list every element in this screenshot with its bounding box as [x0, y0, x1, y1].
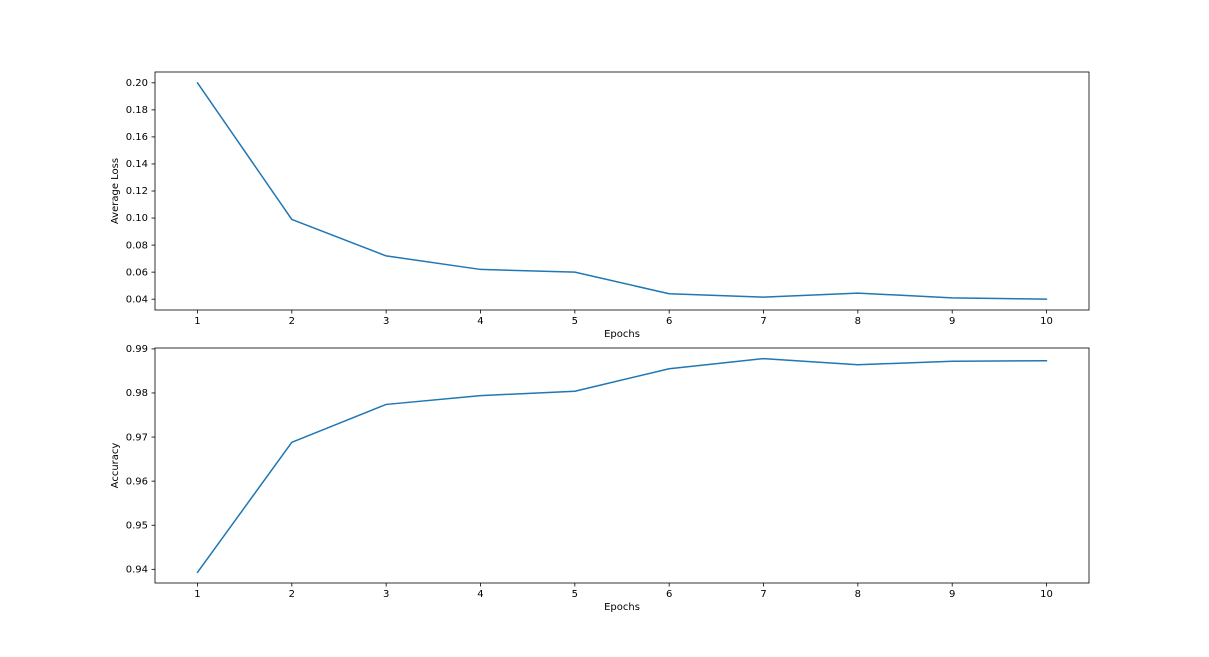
accuracy-x-tick-label: 4 [477, 589, 483, 600]
loss-ylabel: Average Loss [110, 158, 121, 224]
accuracy-x-tick-label: 8 [855, 589, 861, 600]
loss-x-tick-label: 4 [477, 316, 483, 327]
loss-x-tick-label: 5 [572, 316, 578, 327]
accuracy-chart: 1 2 3 4 5 6 7 8 9 10 0.94 0.95 0.96 0.97 0.98 0.99 Epoch… [110, 344, 1090, 613]
accuracy-y-tick-label: 0.94 [126, 565, 148, 576]
accuracy-xlabel: Epochs [604, 602, 640, 613]
accuracy-x-tick-label: 5 [572, 589, 578, 600]
accuracy-x-tick-label: 9 [949, 589, 955, 600]
loss-x-tick-label: 2 [289, 316, 295, 327]
loss-y-tick-label: 0.18 [126, 105, 148, 116]
loss-x-tick-label: 3 [383, 316, 389, 327]
average-loss-line [196, 82, 1048, 300]
loss-y-tick-label: 0.12 [126, 186, 148, 197]
accuracy-x-tick-label: 10 [1040, 589, 1053, 600]
accuracy-ylabel: Accuracy [110, 443, 121, 489]
loss-y-tick-label: 0.04 [126, 294, 148, 305]
loss-xlabel: Epochs [604, 329, 640, 340]
loss-x-tick-label: 10 [1040, 316, 1053, 327]
accuracy-line [196, 357, 1048, 574]
loss-y-tick-label: 0.14 [126, 159, 148, 170]
loss-x-tick-label: 6 [666, 316, 672, 327]
accuracy-x-tick-label: 2 [289, 589, 295, 600]
accuracy-x-tick-label: 7 [760, 589, 766, 600]
loss-plot-border [154, 71, 1090, 311]
loss-y-tick-label: 0.06 [126, 267, 148, 278]
accuracy-y-tick-label: 0.99 [126, 344, 148, 355]
loss-x-tick-label: 7 [760, 316, 766, 327]
accuracy-x-tick-label: 3 [383, 589, 389, 600]
loss-y-tick-label: 0.20 [126, 78, 148, 89]
loss-x-tick-label: 1 [194, 316, 200, 327]
accuracy-x-tick-label: 6 [666, 589, 672, 600]
loss-x-tick-label: 8 [855, 316, 861, 327]
loss-y-tick-label: 0.08 [126, 240, 148, 251]
accuracy-x-tick-label: 1 [194, 589, 200, 600]
loss-chart: 1 2 3 4 5 6 7 8 9 10 0.04 0.06 0.08 0.10 0.12 0.14 0.16 0… [110, 71, 1090, 340]
accuracy-plot-border [154, 347, 1090, 584]
accuracy-y-tick-label: 0.98 [126, 388, 148, 399]
loss-y-tick-label: 0.10 [126, 213, 148, 224]
accuracy-y-tick-label: 0.96 [126, 476, 148, 487]
accuracy-y-tick-label: 0.97 [126, 432, 148, 443]
loss-x-tick-label: 9 [949, 316, 955, 327]
loss-y-tick-label: 0.16 [126, 132, 148, 143]
accuracy-y-tick-label: 0.95 [126, 520, 148, 531]
